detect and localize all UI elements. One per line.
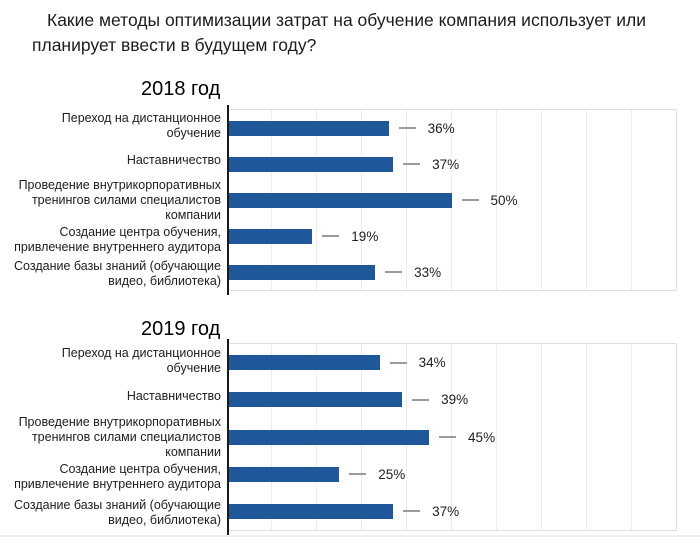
chart-title: Какие методы оптимизации затрат на обуче… xyxy=(32,10,647,55)
value-label: 50% xyxy=(490,192,518,208)
value-label: 19% xyxy=(351,228,379,244)
year-heading-2019: 2019 год xyxy=(141,318,221,340)
plot-row: 19% xyxy=(227,218,676,254)
bar-chart-2019: Переход на дистанционное обучение Наставн… xyxy=(0,339,677,535)
year-heading-2018: 2018 год xyxy=(141,78,221,100)
bar xyxy=(227,355,380,371)
value-dash xyxy=(403,163,421,165)
category-label: Наставничество xyxy=(126,152,221,167)
plot-row: 50% xyxy=(227,182,676,218)
value-dash xyxy=(349,473,367,476)
y-axis-line xyxy=(227,105,229,295)
plot-area: 34% 39% 45% 25% 37% xyxy=(227,339,677,535)
y-axis-line xyxy=(227,339,229,535)
category-label: Создание базы знаний (обучающие видео, б… xyxy=(14,498,221,528)
category-labels-column: Переход на дистанционное обучение Наставн… xyxy=(0,109,227,291)
bar-chart-2018: Переход на дистанционное обучение Наставн… xyxy=(0,105,677,295)
category-label: Проведение внутрикорпоративных тренингов… xyxy=(18,177,221,222)
value-label: 39% xyxy=(441,392,469,408)
value-label: 33% xyxy=(414,264,442,280)
plot-row: 34% xyxy=(227,344,676,381)
bar xyxy=(227,503,394,519)
category-label: Проведение внутрикорпоративных тренингов… xyxy=(18,414,221,459)
plot-row: 39% xyxy=(227,381,676,418)
bar xyxy=(227,392,403,408)
category-labels-column: Переход на дистанционное обучение Наставн… xyxy=(0,343,227,531)
value-label: 37% xyxy=(432,503,460,519)
category-label: Переход на дистанционное обучение xyxy=(61,111,221,141)
category-label: Создание центра обучения, привлечение вн… xyxy=(14,224,221,254)
value-label: 25% xyxy=(378,466,406,482)
bar xyxy=(227,264,376,280)
value-dash xyxy=(403,510,421,513)
value-label: 45% xyxy=(468,429,496,445)
value-dash xyxy=(461,199,479,201)
value-dash xyxy=(322,235,340,237)
value-dash xyxy=(398,127,416,129)
bar xyxy=(227,156,394,172)
plot-row: 25% xyxy=(227,456,676,493)
value-dash xyxy=(389,361,407,364)
bottom-divider-line xyxy=(0,535,700,537)
value-label: 37% xyxy=(432,156,460,172)
category-label: Создание базы знаний (обучающие видео, б… xyxy=(14,258,221,288)
plot-area: 36% 37% 50% 19% 33% xyxy=(227,105,677,295)
bar xyxy=(227,466,340,482)
value-dash xyxy=(385,271,403,273)
category-label: Наставничество xyxy=(126,389,221,404)
plot-row: 36% xyxy=(227,110,676,146)
value-label: 34% xyxy=(418,355,446,371)
bar xyxy=(227,192,452,208)
category-label: Создание центра обучения, привлечение вн… xyxy=(14,462,221,492)
value-label: 36% xyxy=(427,120,455,136)
bar xyxy=(227,429,430,445)
bar xyxy=(227,228,313,244)
category-label: Переход на дистанционное обучение xyxy=(61,345,221,375)
plot-row: 33% xyxy=(227,254,676,290)
value-dash xyxy=(439,436,457,438)
value-dash xyxy=(412,398,430,401)
plot-row: 37% xyxy=(227,493,676,530)
plot-row: 37% xyxy=(227,146,676,182)
plot-row: 45% xyxy=(227,418,676,455)
bar xyxy=(227,120,389,136)
